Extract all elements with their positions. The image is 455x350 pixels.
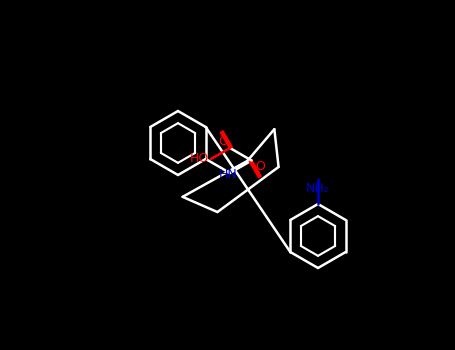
Text: HO: HO xyxy=(190,153,209,166)
Text: HN: HN xyxy=(218,168,238,182)
Text: O: O xyxy=(256,160,266,173)
Text: O: O xyxy=(218,135,228,148)
Text: NH₂: NH₂ xyxy=(306,182,330,195)
